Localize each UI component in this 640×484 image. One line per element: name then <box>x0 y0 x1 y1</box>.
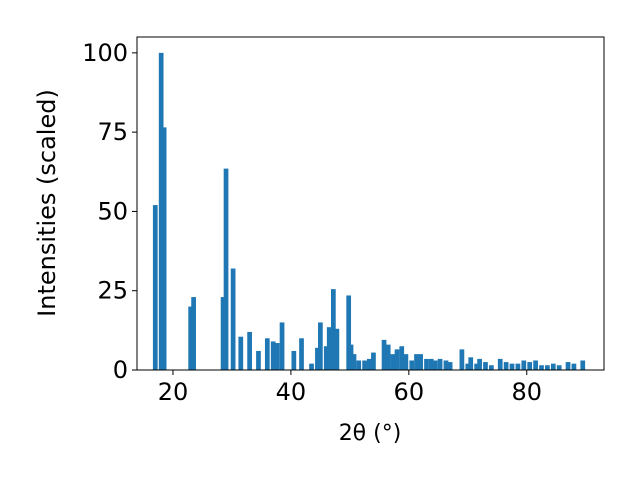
bar <box>223 168 229 370</box>
bar <box>191 297 196 370</box>
bar <box>521 360 527 370</box>
bar <box>318 322 323 370</box>
y-tick-label: 50 <box>97 197 128 225</box>
bar <box>351 354 357 370</box>
bar <box>515 363 521 370</box>
bar <box>220 297 226 370</box>
bar <box>330 289 336 370</box>
bar <box>238 336 244 370</box>
y-axis-label: Intensities (scaled) <box>33 89 61 317</box>
bar <box>556 365 562 370</box>
bar <box>299 338 304 370</box>
x-tick-label: 80 <box>511 378 542 406</box>
bar <box>545 365 550 370</box>
bar <box>539 365 544 370</box>
y-tick-label: 25 <box>97 277 128 305</box>
bar <box>414 354 419 370</box>
bar <box>424 358 429 370</box>
bar <box>326 327 332 370</box>
bar <box>381 339 387 370</box>
bar <box>270 341 276 370</box>
bar <box>334 328 340 370</box>
bar <box>571 363 577 370</box>
bar <box>465 363 471 370</box>
bar <box>394 349 400 370</box>
y-tick-label: 0 <box>113 356 128 384</box>
bar <box>527 362 533 370</box>
bar <box>315 347 320 370</box>
bar <box>550 363 556 370</box>
bar <box>348 344 354 370</box>
bar <box>418 354 423 370</box>
bar <box>503 362 509 370</box>
bar <box>428 358 434 370</box>
x-tick-label: 40 <box>276 378 307 406</box>
bar <box>161 127 167 370</box>
bar <box>291 350 297 370</box>
x-axis-label: 2θ (°) <box>339 421 402 446</box>
bar <box>366 358 372 370</box>
bar <box>459 349 465 370</box>
bar <box>437 358 443 370</box>
bar <box>230 268 236 370</box>
bar <box>409 360 415 370</box>
x-tick-label: 20 <box>158 378 189 406</box>
bar <box>362 360 367 370</box>
x-tick-label: 60 <box>394 378 425 406</box>
bar <box>483 362 488 370</box>
bar <box>468 357 474 370</box>
bar <box>489 365 494 370</box>
bar <box>385 344 391 370</box>
y-tick-label: 75 <box>97 118 128 146</box>
bar <box>371 352 376 370</box>
bar <box>256 350 261 370</box>
y-tick-label: 100 <box>82 39 128 67</box>
bar <box>474 363 479 370</box>
bar <box>274 343 280 370</box>
bar <box>497 358 503 370</box>
bar <box>447 362 453 370</box>
bar <box>433 360 438 370</box>
bar <box>309 363 314 370</box>
bar <box>580 360 586 370</box>
bar <box>247 331 252 370</box>
plot-frame <box>136 36 605 371</box>
bar <box>390 354 396 370</box>
bar <box>565 362 571 370</box>
bar <box>188 306 194 370</box>
bar <box>152 205 158 370</box>
bar <box>403 354 409 370</box>
bar <box>399 346 405 370</box>
bar <box>158 52 164 370</box>
bar <box>323 346 329 370</box>
bar <box>477 358 482 370</box>
bar <box>279 322 285 370</box>
bar <box>356 360 362 370</box>
bar <box>509 363 515 370</box>
bar <box>443 360 449 370</box>
bar <box>533 360 538 370</box>
bar <box>264 338 270 370</box>
bar <box>346 295 352 370</box>
